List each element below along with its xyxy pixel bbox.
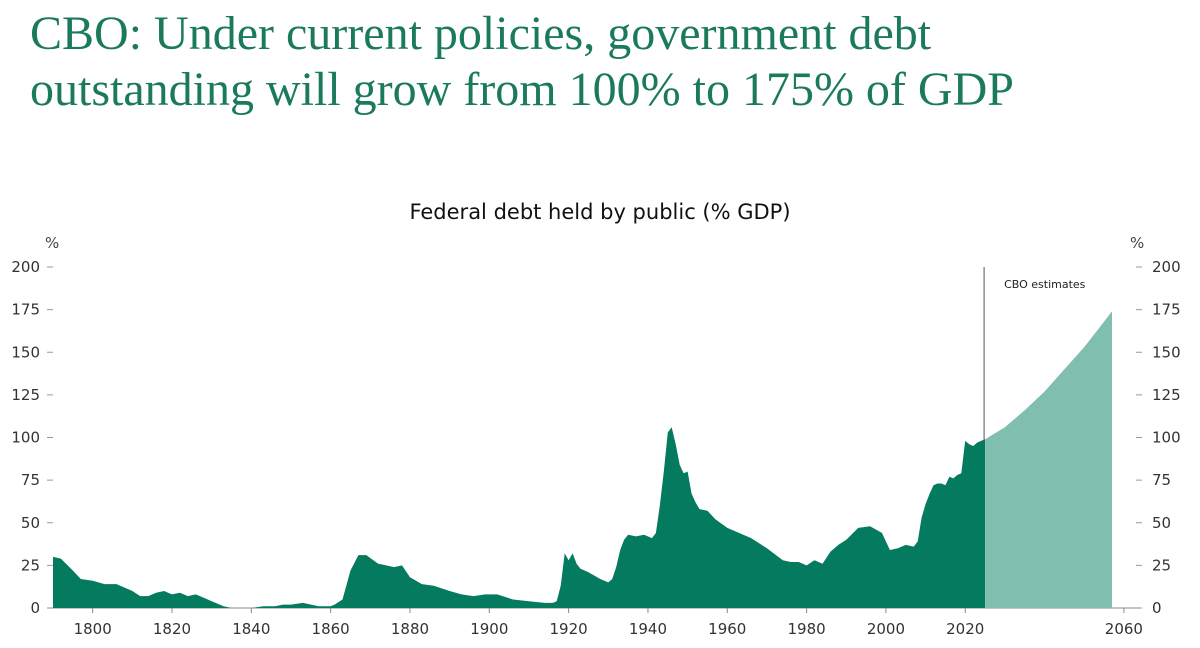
x-tick-label: 1820 xyxy=(153,620,191,638)
x-tick-label: 1920 xyxy=(550,620,588,638)
y-tick-label-left: 0 xyxy=(30,599,40,617)
y-tick-label-right: 175 xyxy=(1152,301,1181,319)
y-tick-label-right: 75 xyxy=(1152,471,1171,489)
y-tick-label-left: 200 xyxy=(11,258,40,276)
y-tick-label-left: 125 xyxy=(11,386,40,404)
headline-line-1: CBO: Under current policies, government … xyxy=(30,7,932,60)
x-tick-label: 1840 xyxy=(232,620,270,638)
chart-title: Federal debt held by public (% GDP) xyxy=(409,200,791,224)
y-tick-label-right: 150 xyxy=(1152,343,1181,361)
y-tick-label-left: 175 xyxy=(11,301,40,319)
headline-line-2: outstanding will grow from 100% to 175% … xyxy=(30,63,1014,116)
y-tick-label-left: 50 xyxy=(21,514,40,532)
y-tick-label-right: 0 xyxy=(1152,599,1162,617)
historical-area xyxy=(53,427,986,608)
y-tick-label-right: 100 xyxy=(1152,429,1181,447)
y-tick-label-right: 25 xyxy=(1152,556,1171,574)
headline: CBO: Under current policies, government … xyxy=(30,6,1190,118)
y-axis-unit-left: % xyxy=(45,234,59,252)
y-tick-label-left: 25 xyxy=(21,556,40,574)
x-tick-label: 1880 xyxy=(391,620,429,638)
area-layer xyxy=(53,311,1112,608)
x-tick-label: 1800 xyxy=(74,620,112,638)
x-tick-label: 1960 xyxy=(708,620,746,638)
x-tick-label: 2020 xyxy=(946,620,984,638)
axis-layer: 0 0 25 25 50 50 75 75 100 100 125 125 150 150 175 175 20… xyxy=(11,258,1180,638)
y-tick-label-left: 75 xyxy=(21,471,40,489)
x-tick-label: 1940 xyxy=(629,620,667,638)
y-axis-unit-right: % xyxy=(1130,234,1144,252)
x-tick-label: 1980 xyxy=(788,620,826,638)
y-tick-label-right: 200 xyxy=(1152,258,1181,276)
x-tick-label: 1900 xyxy=(470,620,508,638)
y-tick-label-right: 125 xyxy=(1152,386,1181,404)
x-tick-label: 2060 xyxy=(1105,620,1143,638)
y-tick-label-right: 50 xyxy=(1152,514,1171,532)
y-tick-label-left: 150 xyxy=(11,343,40,361)
x-tick-label: 2000 xyxy=(867,620,905,638)
x-tick-label: 1860 xyxy=(312,620,350,638)
cbo-estimates-label: CBO estimates xyxy=(1004,278,1086,291)
y-tick-label-left: 100 xyxy=(11,429,40,447)
projection-area xyxy=(985,311,1112,608)
